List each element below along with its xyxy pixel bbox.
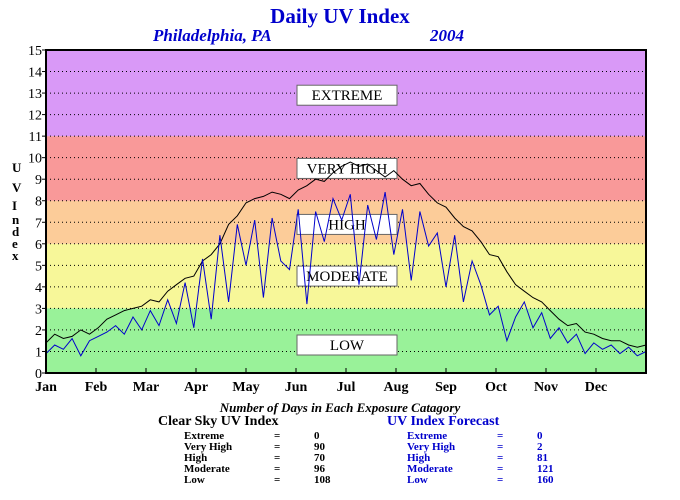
y-tick-label: 9 [35,173,42,188]
y-axis-label-letter: U [12,160,22,175]
count-label: High [407,452,431,464]
band-label: EXTREME [312,88,383,104]
count-label: Extreme [407,430,448,442]
count-value: 0 [537,430,543,442]
count-value: 108 [314,474,331,486]
count-value: 81 [537,452,548,464]
count-equals: = [497,441,504,453]
count-label: Very High [184,441,233,453]
y-axis-label-letter: x [12,248,19,263]
y-axis-label-letter: I [12,198,18,213]
count-row: Low = 160 [407,474,554,486]
y-tick-label: 8 [35,195,42,210]
count-equals: = [274,452,281,464]
count-label: Extreme [184,430,225,442]
y-tick-label: 14 [28,66,42,81]
forecast-counts-title: UV Index Forecast [387,414,500,429]
count-label: High [184,452,208,464]
x-tick-label: Mar [133,380,159,395]
count-value: 0 [314,430,320,442]
count-equals: = [497,452,504,464]
count-label: Moderate [407,463,453,475]
count-label: Low [407,474,428,486]
counts-title: Number of Days in Each Exposure Catagory [219,400,461,415]
count-row: High = 81 [407,452,548,464]
x-tick-label: Oct [485,380,507,395]
x-tick-label: Feb [85,380,108,395]
clear-sky-counts-title: Clear Sky UV Index [158,414,279,429]
count-equals: = [497,463,504,475]
subtitle-year: 2004 [430,26,464,45]
band-label: HIGH [328,217,366,233]
count-equals: = [497,474,504,486]
x-tick-label: May [232,380,259,395]
y-tick-label: 7 [35,216,42,231]
y-tick-label: 3 [35,302,42,317]
y-tick-label: 13 [28,87,42,102]
band-label-box [296,84,398,106]
x-tick-label: Aug [384,380,409,395]
count-value: 90 [314,441,325,453]
count-value: 2 [537,441,543,453]
y-tick-label: 1 [35,345,42,360]
series-forecast [45,192,647,357]
x-tick-label: Nov [534,380,558,395]
count-equals: = [274,474,281,486]
y-axis-label-letter: V [12,180,22,195]
band-label-box [296,157,398,179]
y-tick-label: 11 [29,130,42,145]
y-tick-label: 5 [35,259,42,274]
y-tick-label: 0 [35,367,42,382]
count-value: 96 [314,463,325,475]
x-tick-label: Jun [285,380,308,395]
count-row: Extreme = 0 [407,430,543,442]
y-tick-label: 12 [28,109,42,124]
band-label-box [296,265,398,287]
y-tick-label: 4 [35,281,42,296]
band-label-box [296,213,398,235]
count-row: Moderate = 121 [407,463,554,475]
band-label: LOW [330,338,365,354]
count-equals: = [274,463,281,475]
count-row: Very High = 90 [184,441,325,453]
x-tick-label: Jul [337,380,356,395]
count-value: 121 [537,463,554,475]
count-row: Moderate = 96 [184,463,325,475]
y-tick-label: 10 [28,152,42,167]
count-value: 70 [314,452,325,464]
band-label: VERY HIGH [307,161,388,177]
count-value: 160 [537,474,554,486]
band-label: MODERATE [306,269,388,285]
count-equals: = [274,430,281,442]
y-tick-label: 15 [28,44,42,59]
x-tick-label: Dec [585,380,608,395]
count-row: Low = 108 [184,474,331,486]
band-label-box [296,334,398,356]
chart-title: Daily UV Index [270,4,410,28]
count-row: High = 70 [184,452,325,464]
x-tick-label: Sep [435,380,457,395]
count-label: Low [184,474,205,486]
y-tick-label: 6 [35,238,42,253]
count-label: Moderate [184,463,230,475]
y-tick-label: 2 [35,324,42,339]
subtitle-location: Philadelphia, PA [153,26,272,45]
count-label: Very High [407,441,456,453]
count-row: Extreme = 0 [184,430,320,442]
y-axis-label-letter: d [12,224,20,239]
series-clear-sky [45,161,647,348]
count-equals: = [497,430,504,442]
count-row: Very High = 2 [407,441,543,453]
x-tick-label: Apr [184,380,208,395]
x-tick-label: Jan [35,380,57,395]
count-equals: = [274,441,281,453]
y-axis-label-letter: n [12,212,20,227]
y-axis-label-letter: e [12,236,18,251]
